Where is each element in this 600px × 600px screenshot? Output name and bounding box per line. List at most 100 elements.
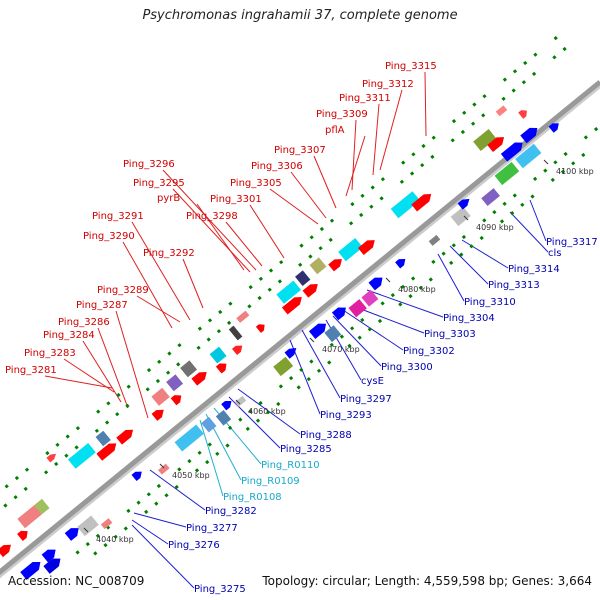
gene-block xyxy=(450,206,471,227)
gc-dot xyxy=(329,218,335,223)
gc-dot xyxy=(431,135,436,140)
genome-backbone xyxy=(0,80,600,576)
gc-dot xyxy=(370,185,375,190)
gc-dot xyxy=(177,467,182,472)
label-leader-lines xyxy=(44,71,549,589)
upper-leader-line xyxy=(82,340,122,403)
upper-leader-line xyxy=(249,204,285,259)
lower-gene-label: cysE xyxy=(361,376,384,387)
lower-gene-label: Ping_3314 xyxy=(508,264,560,275)
gc-dot xyxy=(360,193,365,198)
gc-dot xyxy=(401,160,406,165)
gc-dot xyxy=(560,169,566,174)
gc-dot xyxy=(550,177,555,183)
gc-dot xyxy=(472,102,477,107)
gene-arrow xyxy=(368,277,383,291)
gc-dot xyxy=(369,204,374,209)
gc-dot xyxy=(145,387,150,392)
lower-leader-line xyxy=(149,469,206,511)
gene-arrow xyxy=(302,284,318,298)
gc-dot xyxy=(248,284,253,290)
gene-arrow xyxy=(357,240,375,255)
gene-arrow xyxy=(46,453,57,463)
gc-dot xyxy=(94,428,100,433)
gene-block xyxy=(201,416,217,433)
upper-leader-line xyxy=(424,71,427,137)
gc-dot xyxy=(459,252,464,257)
gc-dot xyxy=(530,194,535,199)
upper-leader-line xyxy=(44,375,113,389)
gc-dot xyxy=(258,276,264,281)
upper-gene-label: Ping_3284 xyxy=(43,330,95,341)
gc-skew-dots xyxy=(3,35,599,556)
gene-block xyxy=(338,237,363,262)
gc-dot xyxy=(348,221,354,226)
gc-dot xyxy=(421,143,426,149)
gc-dot xyxy=(288,375,294,381)
gc-dot xyxy=(420,163,425,168)
lower-gene-label: Ping_3313 xyxy=(488,280,540,291)
gc-dot xyxy=(523,60,528,66)
gc-dot xyxy=(398,302,403,307)
gc-dot xyxy=(583,135,589,140)
lower-leader-line xyxy=(332,315,382,367)
gene-block xyxy=(209,346,227,364)
gc-dot xyxy=(93,551,98,556)
lower-leader-line xyxy=(366,289,444,318)
upper-gene-label: Ping_3306 xyxy=(251,161,303,172)
scale-tick-label: 4100 kbp xyxy=(556,167,594,176)
upper-leader-line xyxy=(269,188,319,225)
gc-dot xyxy=(247,304,252,309)
lower-gene-label: Ping_3293 xyxy=(320,410,372,421)
gc-dot xyxy=(327,360,332,365)
gc-dot xyxy=(205,459,210,465)
gene-block xyxy=(17,504,43,529)
accession-text: Accession: NC_008709 xyxy=(8,574,145,588)
lower-leader-line xyxy=(509,211,549,253)
gc-dot xyxy=(278,384,284,389)
gc-dot xyxy=(24,467,30,472)
gc-dot xyxy=(479,235,484,241)
gene-arrow xyxy=(131,471,142,482)
gc-dot xyxy=(451,118,457,124)
gc-dot xyxy=(55,442,60,447)
gene-block xyxy=(174,424,204,452)
lower-gene-label: Ping_3282 xyxy=(205,506,257,517)
gc-dot xyxy=(379,196,384,201)
gene-arrow xyxy=(191,372,207,386)
gc-dot xyxy=(339,334,345,339)
gene-arrow xyxy=(500,142,523,162)
upper-gene-label: Ping_3298 xyxy=(186,211,238,222)
gc-dot xyxy=(226,320,232,326)
upper-gene-label: Ping_3283 xyxy=(24,348,76,359)
gc-dot xyxy=(103,542,108,548)
lower-leader-line xyxy=(133,512,187,528)
gc-dot xyxy=(512,193,517,198)
gc-dot xyxy=(279,260,284,265)
upper-gene-label: Ping_3291 xyxy=(92,211,144,222)
rna-gene-label: Ping_R0109 xyxy=(241,476,300,487)
gene-arrow xyxy=(17,530,28,541)
gc-dot xyxy=(207,442,212,447)
scale-tick xyxy=(385,277,391,283)
gene-arrow xyxy=(255,324,265,333)
gc-dot xyxy=(157,359,162,364)
lower-gene-label: Ping_3277 xyxy=(186,523,238,534)
upper-gene-label: Ping_3311 xyxy=(339,93,391,104)
gene-block xyxy=(77,515,99,537)
gc-dot xyxy=(520,202,525,207)
lower-gene-label: Ping_3276 xyxy=(168,540,220,551)
gc-dot xyxy=(441,251,446,256)
lower-leader-line xyxy=(449,245,489,285)
gc-dot xyxy=(329,342,334,348)
gc-dot xyxy=(225,443,230,448)
gc-dot xyxy=(502,77,508,82)
gc-dot xyxy=(43,470,49,475)
upper-gene-label: Ping_3305 xyxy=(230,178,282,189)
gc-dot xyxy=(54,461,59,467)
upper-leader-line xyxy=(172,188,251,273)
gc-dot xyxy=(123,526,128,531)
gc-dot xyxy=(174,484,179,490)
lower-gene-label: cls xyxy=(548,248,562,259)
